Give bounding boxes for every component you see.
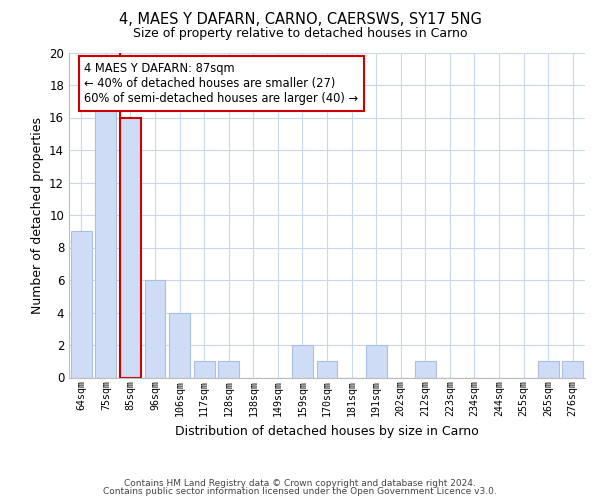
- Text: Contains HM Land Registry data © Crown copyright and database right 2024.: Contains HM Land Registry data © Crown c…: [124, 478, 476, 488]
- Bar: [562, 361, 583, 378]
- Bar: [365, 345, 386, 378]
- Bar: [538, 361, 559, 378]
- Text: 4, MAES Y DAFARN, CARNO, CAERSWS, SY17 5NG: 4, MAES Y DAFARN, CARNO, CAERSWS, SY17 5…: [119, 12, 481, 28]
- Bar: [317, 361, 337, 378]
- Bar: [145, 280, 166, 378]
- Text: Contains public sector information licensed under the Open Government Licence v3: Contains public sector information licen…: [103, 487, 497, 496]
- Bar: [95, 101, 116, 377]
- Bar: [218, 361, 239, 378]
- Text: 4 MAES Y DAFARN: 87sqm
← 40% of detached houses are smaller (27)
60% of semi-det: 4 MAES Y DAFARN: 87sqm ← 40% of detached…: [85, 62, 359, 106]
- Text: Size of property relative to detached houses in Carno: Size of property relative to detached ho…: [133, 28, 467, 40]
- X-axis label: Distribution of detached houses by size in Carno: Distribution of detached houses by size …: [175, 424, 479, 438]
- Bar: [71, 231, 92, 378]
- Bar: [194, 361, 215, 378]
- Bar: [292, 345, 313, 378]
- Bar: [120, 118, 141, 378]
- Bar: [415, 361, 436, 378]
- Bar: [169, 312, 190, 378]
- Y-axis label: Number of detached properties: Number of detached properties: [31, 116, 44, 314]
